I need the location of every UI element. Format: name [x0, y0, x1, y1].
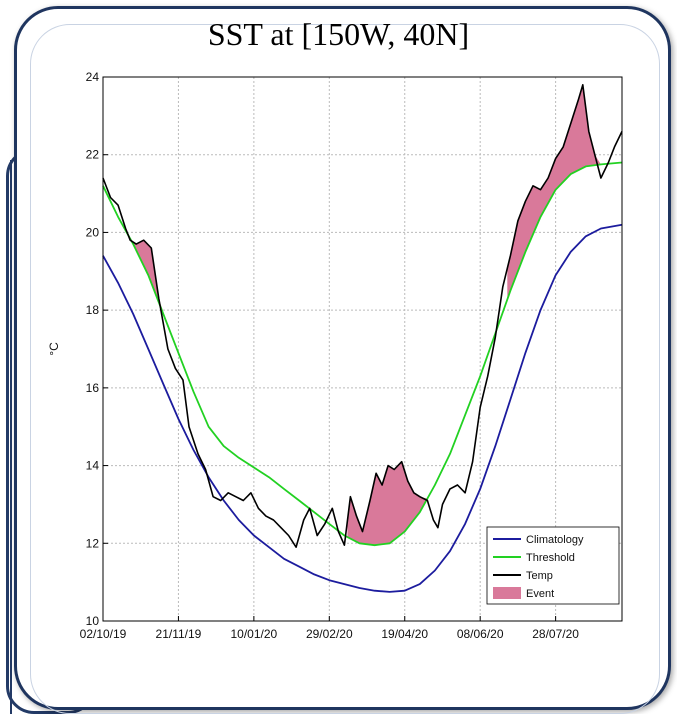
legend-label: Threshold	[526, 552, 575, 564]
plot-area-border	[102, 76, 623, 622]
climatology-line	[102, 223, 623, 593]
event-area	[130, 238, 171, 334]
x-tick-label: 21/11/19	[156, 627, 202, 641]
event-area	[507, 84, 604, 300]
x-tick-label: 10/01/20	[231, 627, 278, 641]
y-tick-label: 12	[86, 536, 100, 550]
legend-label: Event	[526, 588, 554, 600]
temp-line	[102, 84, 623, 549]
legend: Climatology Threshold Temp Event	[486, 526, 620, 605]
y-tick-label: 10	[86, 614, 100, 628]
y-tick-label: 16	[86, 381, 100, 395]
x-tick-label: 19/04/20	[381, 627, 428, 641]
background-frame-edge	[10, 160, 28, 714]
legend-swatch	[493, 587, 521, 599]
y-tick-label: 14	[86, 459, 100, 473]
legend-label: Climatology	[526, 534, 584, 546]
y-tick-label: 24	[86, 70, 100, 84]
event-area	[347, 461, 434, 545]
y-tick-label: 22	[86, 148, 100, 162]
y-axis-label: °C	[47, 342, 61, 356]
x-tick-label: 28/07/20	[532, 627, 579, 641]
x-tick-label: 08/06/20	[457, 627, 504, 641]
y-tick-label: 18	[86, 303, 100, 317]
x-tick-label: 29/02/20	[306, 627, 353, 641]
x-tick-label: 02/10/19	[80, 627, 127, 641]
event-areas	[130, 84, 604, 545]
y-tick-label: 20	[86, 225, 100, 239]
chart-title: SST at [150W, 40N]	[207, 16, 470, 52]
threshold-line	[102, 161, 623, 547]
axis-ticks: 10 12 14 16 18 20 22 24 02/10/19 21/11/19 10/01/20…	[80, 70, 580, 641]
legend-label: Temp	[526, 570, 553, 582]
series-lines	[102, 84, 623, 593]
